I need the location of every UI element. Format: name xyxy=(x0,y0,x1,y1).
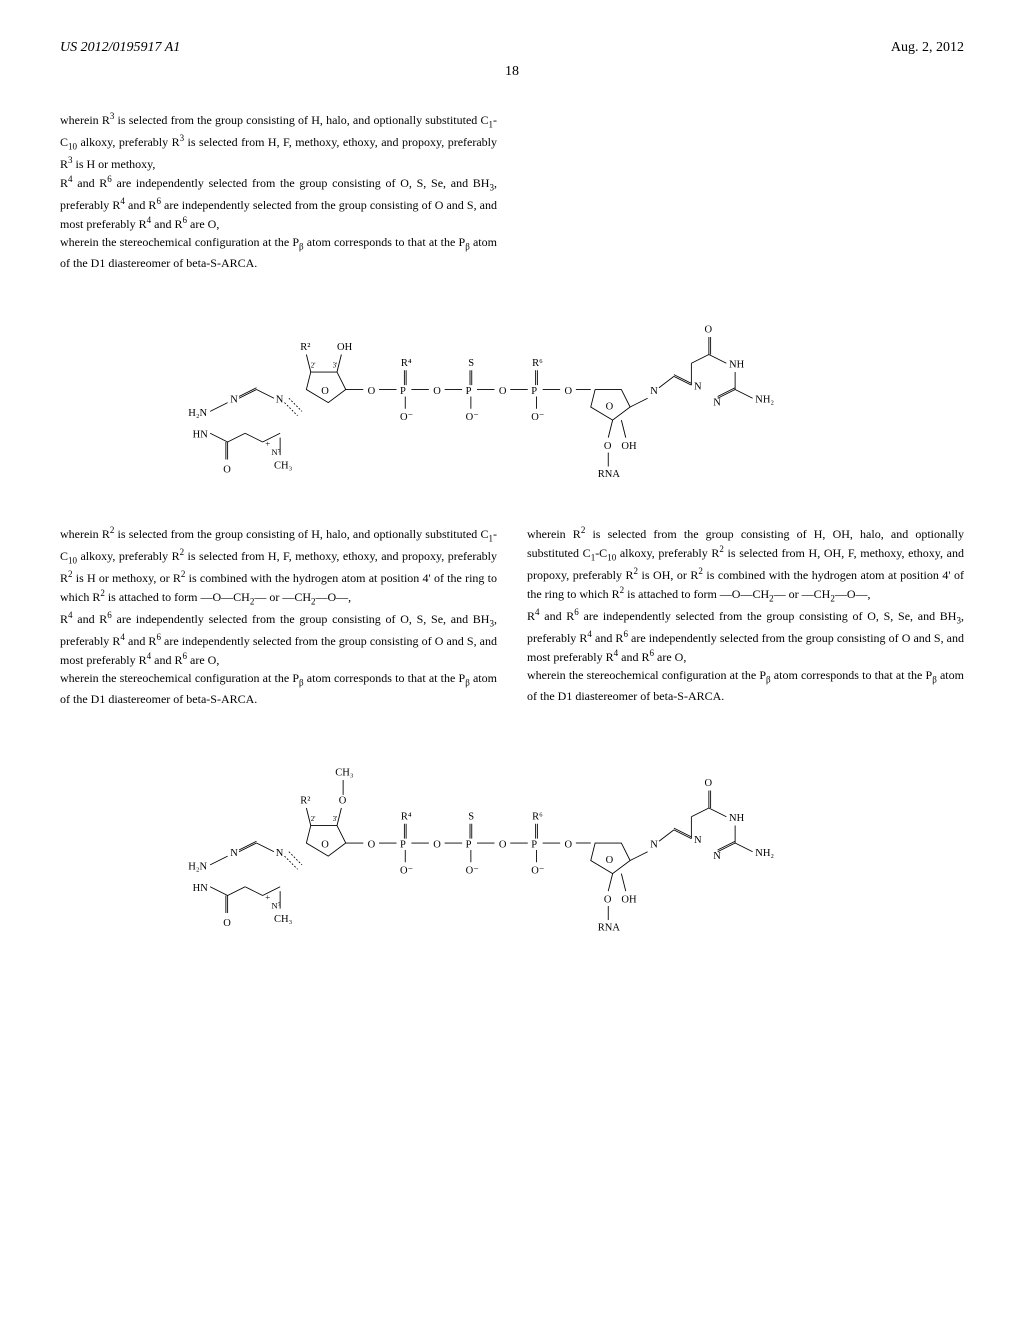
svg-text:NH: NH xyxy=(729,813,745,824)
svg-text:N⁷: N⁷ xyxy=(271,900,280,910)
svg-text:R²: R² xyxy=(300,795,310,806)
chemical-structure-1: H₂N N N HN O N⁷ + CH₃ O R² OH 2' 3' O xyxy=(60,302,964,495)
svg-text:R⁴: R⁴ xyxy=(401,811,412,822)
middle-text-section: wherein R2 is selected from the group co… xyxy=(60,524,964,707)
svg-text:P: P xyxy=(531,385,537,396)
chemical-structure-2: H₂N N N HN O N⁷ + CH₃ O R² O CH₃ 2' 3' xyxy=(60,738,964,948)
svg-text:O: O xyxy=(565,385,573,396)
svg-text:R⁴: R⁴ xyxy=(401,357,412,368)
svg-text:O⁻: O⁻ xyxy=(400,412,414,423)
svg-text:3': 3' xyxy=(333,361,338,369)
publication-date: Aug. 2, 2012 xyxy=(891,40,964,56)
svg-text:OH: OH xyxy=(621,894,637,905)
svg-text:O⁻: O⁻ xyxy=(531,865,545,876)
svg-text:2': 2' xyxy=(311,361,316,369)
svg-text:O⁻: O⁻ xyxy=(400,865,414,876)
publication-number: US 2012/0195917 A1 xyxy=(60,40,180,56)
svg-text:N: N xyxy=(713,397,721,408)
svg-text:CH₃: CH₃ xyxy=(274,913,293,924)
svg-text:3': 3' xyxy=(333,815,338,823)
svg-text:O: O xyxy=(368,385,376,396)
svg-text:O: O xyxy=(433,385,441,396)
svg-text:HN: HN xyxy=(193,429,209,440)
structure-1-svg: H₂N N N HN O N⁷ + CH₃ O R² OH 2' 3' O xyxy=(162,302,862,495)
svg-text:S: S xyxy=(468,357,474,368)
svg-text:N: N xyxy=(650,385,658,396)
svg-text:O: O xyxy=(606,401,614,412)
svg-text:O: O xyxy=(223,918,231,929)
svg-text:N: N xyxy=(276,394,284,405)
svg-text:CH₃: CH₃ xyxy=(274,460,293,471)
svg-text:O⁻: O⁻ xyxy=(531,412,545,423)
middle-right-paragraph: wherein R2 is selected from the group co… xyxy=(527,524,964,707)
svg-text:N: N xyxy=(276,848,284,859)
page-number: 18 xyxy=(60,64,964,80)
svg-text:P: P xyxy=(400,839,406,850)
svg-text:O⁻: O⁻ xyxy=(466,412,480,423)
svg-text:O: O xyxy=(499,385,507,396)
svg-text:O: O xyxy=(604,441,612,452)
svg-text:H₂N: H₂N xyxy=(188,861,207,872)
svg-text:NH₂: NH₂ xyxy=(755,848,774,859)
svg-text:O: O xyxy=(368,839,376,850)
svg-text:O: O xyxy=(433,839,441,850)
svg-text:CH₃: CH₃ xyxy=(335,767,354,778)
svg-text:+: + xyxy=(265,891,270,901)
svg-text:S: S xyxy=(468,811,474,822)
top-paragraph: wherein R3 is selected from the group co… xyxy=(60,110,497,272)
svg-text:R⁶: R⁶ xyxy=(532,811,543,822)
structure-2-svg: H₂N N N HN O N⁷ + CH₃ O R² O CH₃ 2' 3' xyxy=(162,738,862,948)
svg-text:N: N xyxy=(694,835,702,846)
svg-text:RNA: RNA xyxy=(598,922,621,933)
svg-text:OH: OH xyxy=(621,441,637,452)
middle-left-paragraph: wherein R2 is selected from the group co… xyxy=(60,524,497,707)
svg-text:N: N xyxy=(650,839,658,850)
svg-text:O: O xyxy=(705,778,713,789)
svg-text:O: O xyxy=(705,324,713,335)
svg-text:R⁶: R⁶ xyxy=(532,357,543,368)
svg-text:N: N xyxy=(230,848,238,859)
svg-text:O: O xyxy=(499,839,507,850)
svg-text:N: N xyxy=(713,850,721,861)
svg-text:P: P xyxy=(400,385,406,396)
svg-text:OH: OH xyxy=(337,342,353,353)
svg-text:P: P xyxy=(466,839,472,850)
svg-text:O: O xyxy=(604,894,612,905)
svg-text:O: O xyxy=(321,839,329,850)
svg-text:P: P xyxy=(531,839,537,850)
svg-text:NH₂: NH₂ xyxy=(755,394,774,405)
svg-text:H₂N: H₂N xyxy=(188,407,207,418)
top-text-section: wherein R3 is selected from the group co… xyxy=(60,110,964,272)
svg-text:O: O xyxy=(339,795,347,806)
page-header: US 2012/0195917 A1 Aug. 2, 2012 xyxy=(60,40,964,56)
svg-text:P: P xyxy=(466,385,472,396)
svg-text:O: O xyxy=(565,839,573,850)
svg-text:N⁷: N⁷ xyxy=(271,447,280,457)
svg-text:RNA: RNA xyxy=(598,469,621,480)
svg-text:N: N xyxy=(694,381,702,392)
svg-text:NH: NH xyxy=(729,359,745,370)
top-right-empty xyxy=(527,110,964,272)
svg-text:2': 2' xyxy=(311,815,316,823)
svg-text:+: + xyxy=(265,438,270,448)
svg-text:O: O xyxy=(606,855,614,866)
svg-text:HN: HN xyxy=(193,883,209,894)
svg-text:R²: R² xyxy=(300,342,310,353)
svg-text:O: O xyxy=(223,464,231,475)
svg-text:N: N xyxy=(230,394,238,405)
svg-text:O: O xyxy=(321,385,329,396)
svg-text:O⁻: O⁻ xyxy=(466,865,480,876)
